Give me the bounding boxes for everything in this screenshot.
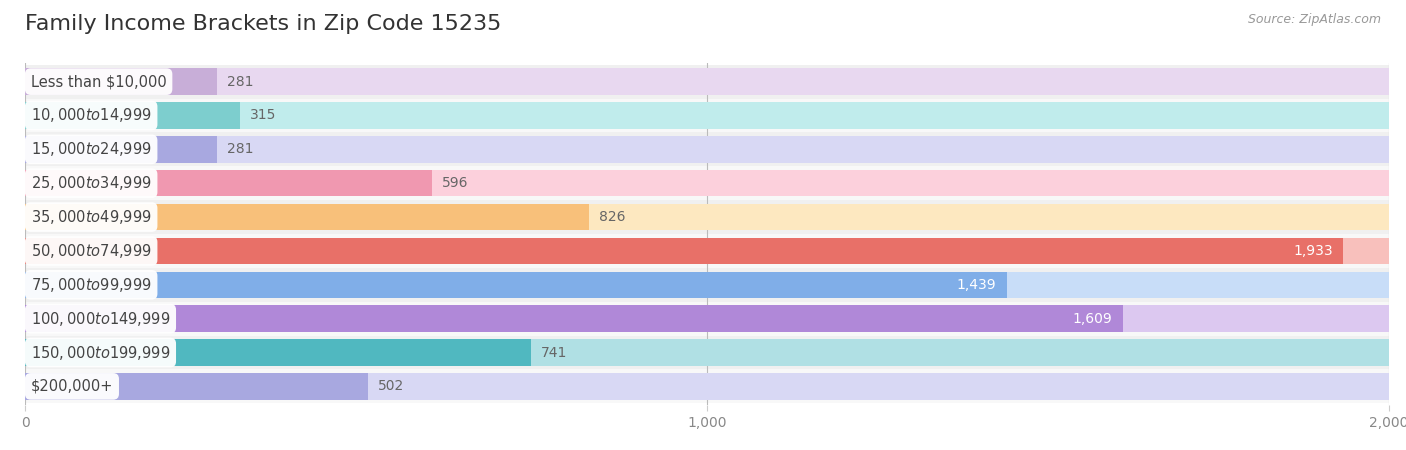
Bar (25, 306, 1389, 332)
Text: 1,933: 1,933 (1294, 244, 1333, 258)
Bar (25, 306, 1122, 332)
Bar (25, 268, 1389, 302)
Text: Source: ZipAtlas.com: Source: ZipAtlas.com (1247, 14, 1381, 27)
Text: Less than $10,000: Less than $10,000 (31, 74, 166, 89)
Text: $15,000 to $24,999: $15,000 to $24,999 (31, 140, 152, 158)
Text: $75,000 to $99,999: $75,000 to $99,999 (31, 276, 152, 294)
Bar (25, 136, 217, 162)
Bar (25, 99, 1389, 132)
Bar (25, 166, 1389, 200)
Text: 1,609: 1,609 (1073, 312, 1112, 326)
Bar (25, 170, 1389, 196)
Bar (25, 302, 1389, 336)
Text: 741: 741 (541, 346, 567, 360)
Bar (25, 272, 1007, 298)
Text: 826: 826 (599, 210, 626, 224)
Text: $50,000 to $74,999: $50,000 to $74,999 (31, 242, 152, 260)
Bar (25, 369, 1389, 403)
Text: 315: 315 (250, 108, 277, 122)
Bar (25, 234, 1389, 268)
Text: $10,000 to $14,999: $10,000 to $14,999 (31, 107, 152, 125)
Bar (25, 200, 1389, 234)
Text: 281: 281 (228, 142, 253, 156)
Bar (25, 136, 1389, 162)
Text: $35,000 to $49,999: $35,000 to $49,999 (31, 208, 152, 226)
Text: $25,000 to $34,999: $25,000 to $34,999 (31, 174, 152, 192)
Bar (25, 204, 589, 230)
Text: 1,439: 1,439 (956, 278, 997, 292)
Text: $200,000+: $200,000+ (31, 379, 112, 394)
Bar (25, 238, 1344, 264)
Text: $150,000 to $199,999: $150,000 to $199,999 (31, 343, 170, 361)
Bar (25, 336, 1389, 369)
Text: 502: 502 (378, 379, 404, 393)
Bar (25, 170, 432, 196)
Bar (25, 339, 530, 366)
Bar (25, 373, 367, 400)
Bar (25, 65, 1389, 99)
Bar (25, 339, 1389, 366)
Bar (25, 102, 240, 129)
Bar (25, 68, 217, 95)
Text: 281: 281 (228, 75, 253, 89)
Bar (25, 68, 1389, 95)
Text: 596: 596 (441, 176, 468, 190)
Bar (25, 373, 1389, 400)
Text: $100,000 to $149,999: $100,000 to $149,999 (31, 310, 170, 328)
Text: Family Income Brackets in Zip Code 15235: Family Income Brackets in Zip Code 15235 (25, 14, 502, 33)
Bar (25, 132, 1389, 166)
Bar (25, 102, 1389, 129)
Bar (25, 272, 1389, 298)
Bar (25, 204, 1389, 230)
Bar (25, 238, 1389, 264)
